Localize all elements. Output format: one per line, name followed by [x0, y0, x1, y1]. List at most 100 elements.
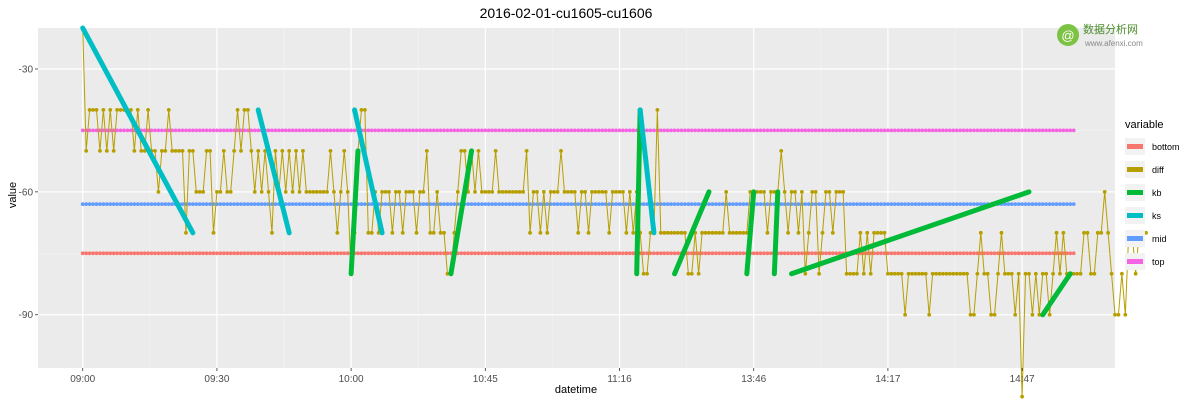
- mid-point: [944, 202, 949, 207]
- top-point: [166, 128, 171, 133]
- diff-point: [999, 230, 1004, 235]
- mid-point: [1027, 202, 1031, 207]
- bottom-point: [190, 251, 195, 256]
- top-point: [177, 128, 181, 133]
- bottom-point: [765, 251, 770, 256]
- bottom-point: [517, 251, 522, 256]
- bottom-point: [211, 251, 216, 256]
- diff-point: [259, 189, 264, 194]
- diff-point: [383, 189, 388, 194]
- top-point: [762, 128, 766, 133]
- bottom-point: [827, 251, 832, 256]
- kb-segment: [744, 189, 757, 277]
- mid-point: [369, 202, 374, 207]
- diff-point: [301, 148, 305, 153]
- mid-point: [473, 202, 477, 207]
- bottom-point: [965, 251, 969, 256]
- diff-point: [731, 230, 735, 235]
- top-point: [734, 128, 739, 133]
- legend-key-diff: [1127, 167, 1143, 172]
- diff-point: [328, 148, 333, 153]
- mid-point: [927, 202, 932, 207]
- bottom-point: [393, 251, 398, 256]
- mid-point: [645, 202, 649, 207]
- diff-point: [338, 189, 343, 194]
- diff-point: [758, 189, 763, 194]
- top-point: [108, 128, 113, 133]
- mid-point: [256, 202, 261, 207]
- bottom-point: [662, 251, 667, 256]
- x-tick-label: 10:45: [473, 374, 498, 385]
- diff-point: [270, 230, 274, 235]
- bottom-point: [731, 251, 735, 256]
- top-point: [765, 128, 770, 133]
- top-point: [755, 128, 760, 133]
- bottom-point: [208, 251, 212, 256]
- bottom-point: [332, 251, 336, 256]
- bottom-point: [583, 251, 588, 256]
- top-point: [565, 128, 570, 133]
- mid-point: [913, 202, 918, 207]
- top-point: [645, 128, 649, 133]
- top-point: [720, 128, 725, 133]
- bottom-point: [810, 251, 815, 256]
- legend-title: variable: [1125, 119, 1164, 131]
- bottom-point: [1016, 251, 1021, 256]
- top-point: [442, 128, 446, 133]
- top-point: [593, 128, 598, 133]
- mid-point: [249, 202, 254, 207]
- watermark-url: www.afenxi.com: [1084, 39, 1143, 48]
- mid-point: [545, 202, 550, 207]
- diff-point: [1020, 394, 1024, 399]
- mid-point: [497, 202, 501, 207]
- mid-point: [263, 202, 267, 207]
- bottom-point: [242, 251, 247, 256]
- diff-point: [958, 271, 963, 276]
- diff-point: [1037, 312, 1042, 317]
- mid-point: [662, 202, 667, 207]
- bottom-point: [562, 251, 567, 256]
- diff-point: [810, 189, 815, 194]
- top-point: [493, 128, 498, 133]
- diff-point: [242, 108, 247, 112]
- mid-point: [445, 202, 450, 207]
- mid-point: [98, 202, 102, 207]
- top-point: [500, 128, 505, 133]
- diff-point: [111, 148, 116, 153]
- bottom-point: [373, 251, 378, 256]
- top-point: [923, 128, 928, 133]
- diff-point: [342, 148, 347, 153]
- watermark-name: 数据分析网: [1083, 22, 1138, 36]
- top-point: [345, 128, 350, 133]
- mid-point: [916, 202, 921, 207]
- top-point: [414, 128, 419, 133]
- mid-point: [407, 202, 412, 207]
- bottom-point: [466, 251, 471, 256]
- mid-point: [400, 202, 405, 207]
- diff-point: [369, 230, 374, 235]
- diff-point: [923, 271, 928, 276]
- top-point: [662, 128, 667, 133]
- mid-point: [510, 202, 515, 207]
- legend-label-bottom: bottom: [1152, 142, 1180, 152]
- bottom-point: [256, 251, 261, 256]
- mid-point: [679, 202, 684, 207]
- top-point: [418, 128, 422, 133]
- bottom-point: [486, 251, 491, 256]
- y-tick-label: -30: [19, 64, 34, 75]
- diff-point: [762, 189, 766, 194]
- ks-segment: [352, 107, 385, 236]
- top-point: [91, 128, 95, 133]
- mid-point: [442, 202, 446, 207]
- bottom-point: [892, 251, 897, 256]
- bottom-point: [252, 251, 257, 256]
- diff-point: [951, 271, 956, 276]
- diff-point: [720, 230, 725, 235]
- diff-point: [424, 148, 429, 153]
- top-point: [621, 128, 625, 133]
- diff-point: [1095, 230, 1100, 235]
- mid-point: [951, 202, 956, 207]
- mid-point: [225, 202, 230, 207]
- top-point: [1030, 128, 1035, 133]
- svg-text:@: @: [1061, 28, 1074, 43]
